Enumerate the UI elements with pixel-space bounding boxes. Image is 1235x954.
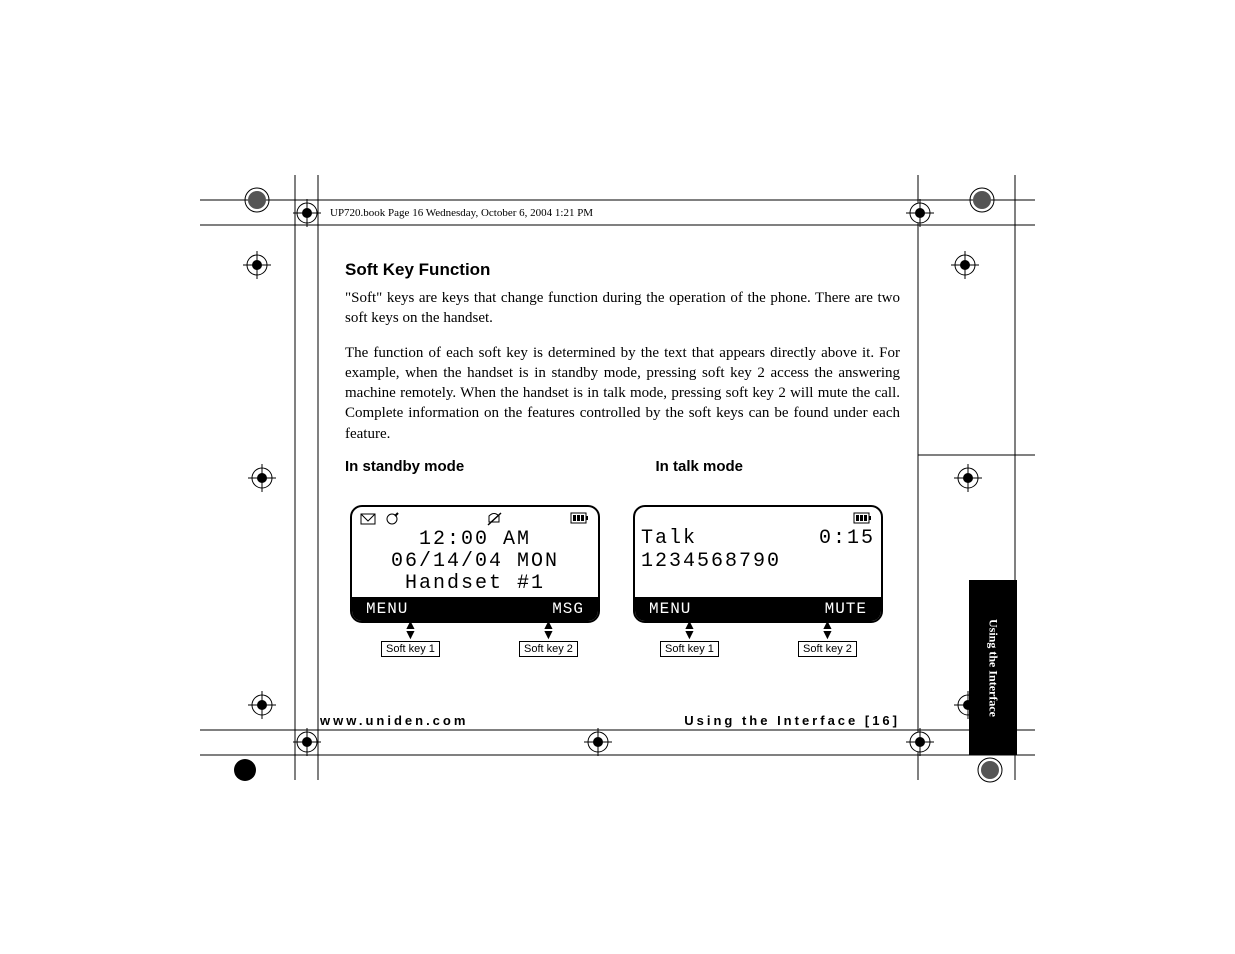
lcd-talk-body: Talk 0:15 1234568790 [635,527,881,573]
talk-softkey-2[interactable]: MUTE [825,600,867,618]
paragraph-2: The function of each soft key is determi… [345,343,900,444]
lcd-standby-softbar: MENU MSG [352,597,598,621]
lcd-screens: 12:00 AM 06/14/04 MON Handset #1 MENU MS… [350,505,883,623]
updown-arrow-icon: ▲▼ [660,621,719,641]
softkey2-label: Soft key 2 [798,641,857,657]
standby-softkey-1[interactable]: MENU [366,600,408,618]
content-block: Soft Key Function "Soft" keys are keys t… [345,260,900,475]
lcd-standby-body: 12:00 AM 06/14/04 MON Handset #1 [352,529,598,595]
lcd-talk-status: Talk [641,527,697,550]
softkey2-label: Soft key 2 [519,641,578,657]
paragraph-1: "Soft" keys are keys that change functio… [345,288,900,329]
softkey1-label: Soft key 1 [381,641,440,657]
softkey1-callout-talk: ▲▼ Soft key 1 [660,621,719,657]
header-note: UP720.book Page 16 Wednesday, October 6,… [330,207,593,219]
lcd-handset: Handset #1 [352,573,598,595]
softkey2-callout-talk: ▲▼ Soft key 2 [798,621,857,657]
mail-icon [360,511,420,529]
lcd-standby-icons [360,511,590,529]
page: UP720.book Page 16 Wednesday, October 6,… [0,0,1235,954]
ringer-off-icon [486,511,504,529]
softkey1-callout-standby: ▲▼ Soft key 1 [381,621,440,657]
section-heading: Soft Key Function [345,260,900,280]
lcd-talk: Talk 0:15 1234568790 MENU MUTE [633,505,883,623]
updown-arrow-icon: ▲▼ [381,621,440,641]
lcd-talk-icons [643,511,873,529]
softkey1-label: Soft key 1 [660,641,719,657]
battery-icon [853,511,873,529]
lcd-standby: 12:00 AM 06/14/04 MON Handset #1 MENU MS… [350,505,600,623]
crop-marks [0,0,1235,954]
footer-page: Using the Interface [16] [684,713,900,728]
footer-url: www.uniden.com [320,713,468,728]
footer: www.uniden.com Using the Interface [16] [320,713,900,728]
lcd-talk-timer: 0:15 [819,527,875,550]
updown-arrow-icon: ▲▼ [798,621,857,641]
standby-softkey-2[interactable]: MSG [552,600,584,618]
lcd-time: 12:00 AM [352,529,598,551]
talk-softkey-1[interactable]: MENU [649,600,691,618]
lcd-date: 06/14/04 MON [352,551,598,573]
side-tab: Using the Interface [969,580,1017,755]
battery-icon [570,511,590,529]
lcd-talk-softbar: MENU MUTE [635,597,881,621]
updown-arrow-icon: ▲▼ [519,621,578,641]
softkey2-callout-standby: ▲▼ Soft key 2 [519,621,578,657]
lcd-talk-number: 1234568790 [635,550,881,573]
mode-label-talk: In talk mode [656,458,901,475]
mode-label-standby: In standby mode [345,458,590,475]
side-tab-label: Using the Interface [986,619,1001,717]
